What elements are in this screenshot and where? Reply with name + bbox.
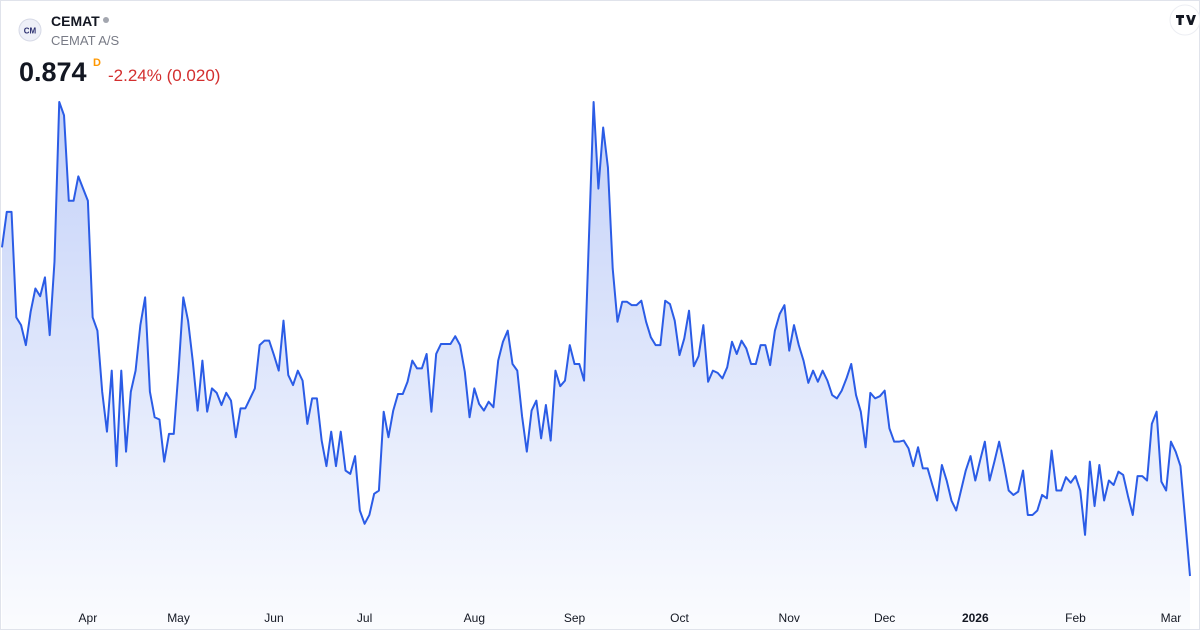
x-tick-label: Jul <box>357 611 372 625</box>
tradingview-logo[interactable] <box>1169 4 1200 36</box>
x-tick-label: Sep <box>564 611 586 625</box>
change: -2.24% (0.020) <box>108 66 220 85</box>
x-tick-label: Mar <box>1161 611 1182 625</box>
x-tick-label: Dec <box>874 611 895 625</box>
price: 0.874 <box>19 57 87 87</box>
description: CEMAT A/S <box>51 33 119 48</box>
area-fill <box>2 102 1190 629</box>
price-line <box>1 101 1191 577</box>
logo-text: CM <box>24 27 37 36</box>
x-tick-label: Jun <box>264 611 283 625</box>
status-dot <box>103 17 109 23</box>
symbol[interactable]: CEMAT <box>51 13 100 29</box>
x-tick-label: Aug <box>464 611 485 625</box>
interval: D <box>93 57 101 69</box>
x-tick-label: Oct <box>670 611 689 625</box>
logo <box>18 18 42 42</box>
x-tick-label: Feb <box>1065 611 1086 625</box>
x-tick-label: Apr <box>79 611 98 625</box>
plot: Apr May Jun Jul Aug Sep Oct Nov Dec 2026 Feb Mar <box>1 101 1191 629</box>
x-tick-label: 2026 <box>962 611 989 625</box>
x-tick-label: Nov <box>779 611 800 625</box>
x-tick-label: May <box>167 611 190 625</box>
